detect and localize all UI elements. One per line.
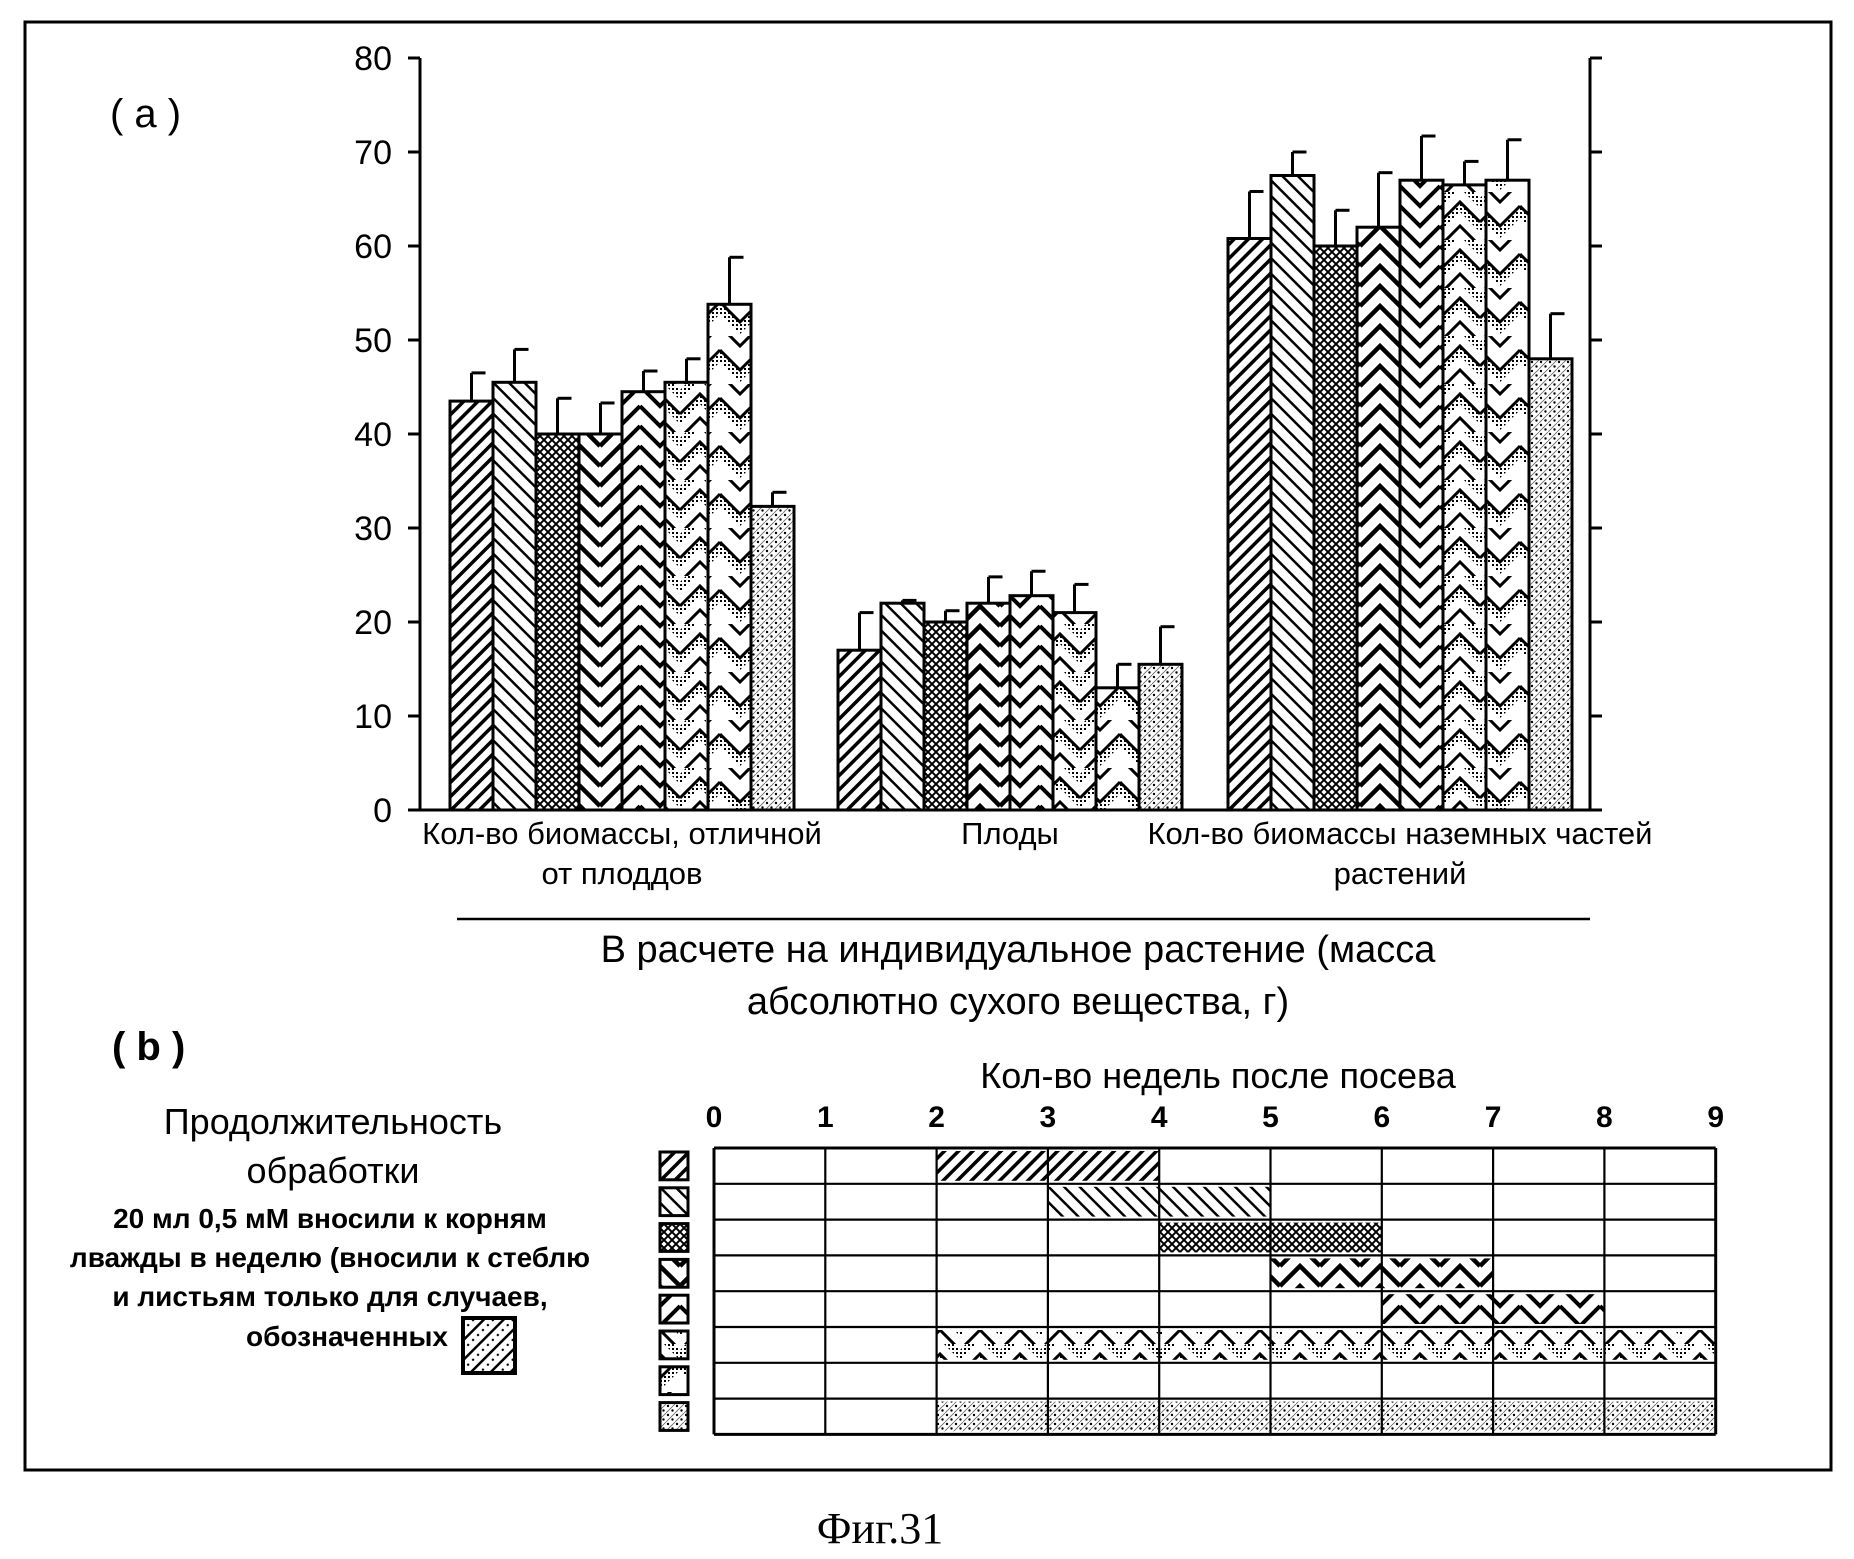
- bar: [1486, 180, 1529, 810]
- row-swatch: [660, 1152, 688, 1180]
- row-swatch: [660, 1295, 688, 1323]
- category-label: растений: [1334, 856, 1467, 891]
- bars-layer: [450, 136, 1572, 810]
- panel-b-label: ( b ): [112, 1025, 185, 1069]
- row-swatch: [660, 1367, 688, 1395]
- y-tick-label: 40: [354, 416, 392, 454]
- bar: [579, 434, 622, 810]
- bar: [1443, 185, 1486, 810]
- weeks-title: Кол-во недель после посева: [980, 1055, 1456, 1096]
- bar: [881, 603, 924, 810]
- xlabel-line-1: В расчете на индивидуальное растение (ма…: [601, 929, 1437, 971]
- bar: [751, 506, 794, 810]
- y-tick-label: 30: [354, 510, 392, 548]
- week-label: 4: [1151, 1101, 1168, 1134]
- category-labels: Кол-во биомассы, отличной от плоддов Плоды…: [422, 816, 1652, 891]
- category-label: Плоды: [961, 816, 1059, 851]
- schedule-note-line-3: и листьям только для случаев,: [112, 1281, 547, 1312]
- schedule-table: 0 1 2 3 4 5 6 7 8 9: [660, 1101, 1724, 1434]
- schedule-title-line-2: обработки: [247, 1150, 420, 1191]
- schedule-note-line-1: 20 мл 0,5 мМ вносили к корням: [113, 1203, 547, 1234]
- bar: [1010, 596, 1053, 810]
- y-tick-label: 0: [373, 792, 392, 830]
- panel-a-label: ( a ): [110, 92, 181, 136]
- schedule-note-line-4: обозначенных: [246, 1321, 448, 1352]
- row-swatch: [660, 1331, 688, 1359]
- row-swatch: [660, 1259, 688, 1287]
- week-label: 6: [1373, 1101, 1390, 1134]
- bar: [1053, 613, 1096, 810]
- week-label: 7: [1485, 1101, 1502, 1134]
- bar: [493, 382, 536, 810]
- schedule-note-line-2: лважды в неделю (вносили к стеблю: [70, 1242, 590, 1273]
- treatment-bar: [937, 1402, 1716, 1432]
- row-swatch: [660, 1403, 688, 1431]
- xlabel-line-2: абсолютно сухого вещества, г): [747, 981, 1289, 1023]
- y-tick-label: 50: [354, 322, 392, 360]
- bar: [708, 304, 751, 810]
- right-axis: [1590, 58, 1602, 810]
- category-label: от плоддов: [541, 856, 702, 891]
- bar: [967, 603, 1010, 810]
- y-tick-label: 10: [354, 698, 392, 736]
- week-label: 3: [1040, 1101, 1057, 1134]
- treatment-bar: [937, 1330, 1716, 1360]
- bar: [622, 392, 665, 810]
- y-tick-label: 80: [354, 40, 392, 78]
- row-swatch: [660, 1224, 688, 1252]
- schedule-title-line-1: Продолжительность: [164, 1101, 502, 1142]
- figure-caption: Фиг.31: [817, 1504, 943, 1553]
- bar: [450, 401, 493, 810]
- bar: [838, 650, 881, 810]
- bar: [665, 382, 708, 810]
- bar-group: [838, 571, 1182, 810]
- category-label: Кол-во биомассы наземных частей: [1147, 816, 1652, 851]
- bar: [1271, 176, 1314, 811]
- bar: [1096, 688, 1139, 810]
- bar: [1139, 664, 1182, 810]
- row-swatch: [660, 1188, 688, 1216]
- foliar-application-icon: [463, 1318, 515, 1373]
- bar-group: [1228, 136, 1572, 810]
- category-label: Кол-во биомассы, отличной: [422, 816, 822, 851]
- week-label: 1: [817, 1101, 834, 1134]
- week-label: 0: [706, 1101, 723, 1134]
- bar: [1529, 359, 1572, 810]
- chart-a: 0 10 20 30 40 50 60 70 80 Кол-во биомассы, отлич…: [354, 40, 1652, 891]
- y-tick-label: 70: [354, 134, 392, 172]
- week-label: 5: [1262, 1101, 1279, 1134]
- week-label: 9: [1707, 1101, 1724, 1134]
- y-tick-label: 20: [354, 604, 392, 642]
- figure-31: ( a ) ( b ) 01020304050607080 Кол-во био…: [0, 0, 1854, 1559]
- week-label: 2: [928, 1101, 945, 1134]
- bar-group: [450, 257, 794, 810]
- bar: [1228, 238, 1271, 810]
- bar: [1357, 227, 1400, 810]
- bar: [1400, 180, 1443, 810]
- bar: [1314, 246, 1357, 810]
- y-tick-label: 60: [354, 228, 392, 266]
- bar: [536, 434, 579, 810]
- bar: [924, 622, 967, 810]
- week-label: 8: [1596, 1101, 1613, 1134]
